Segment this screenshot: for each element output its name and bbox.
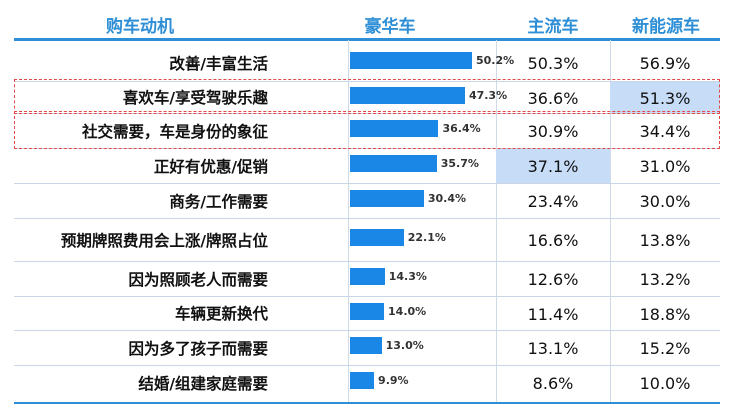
- row-label: 车辆更新换代: [174, 305, 268, 323]
- row-outline: [14, 79, 720, 114]
- mainstream-value: 16.6%: [527, 231, 579, 250]
- luxury-bar: [350, 190, 424, 207]
- column-separator: [496, 40, 497, 402]
- header-nev: 新能源车: [632, 17, 700, 37]
- row-label: 因为照顾老人而需要: [128, 270, 268, 289]
- row-label: 正好有优惠/促销: [153, 157, 268, 176]
- mainstream-value: 37.1%: [496, 149, 610, 184]
- nev-value: 51.3%: [610, 82, 720, 114]
- luxury-bar-value: 50.2%: [476, 54, 515, 67]
- mainstream-value: 50.3%: [527, 54, 579, 73]
- mainstream-value: 23.4%: [527, 192, 579, 211]
- luxury-bar-value: 22.1%: [407, 231, 446, 244]
- luxury-bar: [350, 303, 385, 320]
- luxury-bar-value: 13.0%: [385, 339, 424, 352]
- header-mainstream: 主流车: [527, 17, 579, 37]
- luxury-bar-value: 35.7%: [440, 157, 479, 170]
- header-luxury: 豪华车: [364, 17, 416, 37]
- mainstream-value: 30.9%: [527, 122, 579, 141]
- row-divider: [14, 218, 720, 219]
- row-outline: [14, 111, 720, 149]
- row-divider: [14, 261, 720, 262]
- luxury-bar-value: 9.9%: [378, 374, 409, 387]
- row-label: 因为多了孩子而需要: [128, 339, 268, 358]
- luxury-bar-value: 30.4%: [427, 192, 467, 205]
- column-separator: [610, 40, 611, 402]
- luxury-bar: [350, 229, 404, 246]
- luxury-bar: [350, 87, 465, 104]
- nev-value: 31.0%: [639, 157, 691, 176]
- luxury-bar-value: 14.3%: [388, 270, 427, 283]
- luxury-bar-value: 14.0%: [388, 305, 427, 318]
- mainstream-value: 12.6%: [527, 270, 579, 289]
- row-label: 结婚/组建家庭需要: [138, 374, 268, 393]
- mainstream-value: 13.1%: [527, 339, 579, 358]
- luxury-bar-value: 36.4%: [442, 122, 481, 135]
- luxury-bar: [350, 337, 382, 354]
- mainstream-value: 11.4%: [527, 304, 579, 324]
- nev-value: 15.2%: [639, 339, 691, 358]
- row-divider: [14, 183, 720, 184]
- mainstream-value: 8.6%: [532, 374, 574, 393]
- row-label: 社交需要，车是身份的象征: [81, 122, 268, 141]
- nev-value: 13.8%: [639, 231, 691, 250]
- column-separator: [348, 40, 349, 402]
- luxury-bar: [350, 155, 437, 172]
- nev-value: 30.0%: [639, 192, 691, 211]
- row-divider: [14, 296, 720, 297]
- luxury-bar: [350, 52, 472, 69]
- nev-value: 18.8%: [639, 304, 691, 324]
- luxury-bar: [350, 268, 385, 285]
- header-motive: 购车动机: [106, 17, 174, 37]
- header-rule: [14, 38, 720, 41]
- luxury-bar: [350, 372, 375, 389]
- row-label: 改善/丰富生活: [169, 54, 268, 73]
- mainstream-value: 36.6%: [527, 88, 579, 108]
- row-divider: [14, 330, 720, 331]
- luxury-bar-value: 47.3%: [468, 89, 508, 102]
- row-label: 商务/工作需要: [169, 192, 268, 211]
- row-divider: [14, 81, 720, 82]
- row-label: 预期牌照费用会上涨/牌照占位: [60, 231, 268, 250]
- nev-value: 10.0%: [639, 374, 691, 393]
- row-label: 喜欢车/享受驾驶乐趣: [122, 89, 268, 107]
- nev-value: 56.9%: [639, 54, 691, 73]
- nev-value: 34.4%: [639, 122, 691, 141]
- luxury-bar: [350, 120, 439, 137]
- bottom-rule: [14, 402, 720, 404]
- nev-value: 13.2%: [639, 270, 691, 289]
- row-divider: [14, 365, 720, 366]
